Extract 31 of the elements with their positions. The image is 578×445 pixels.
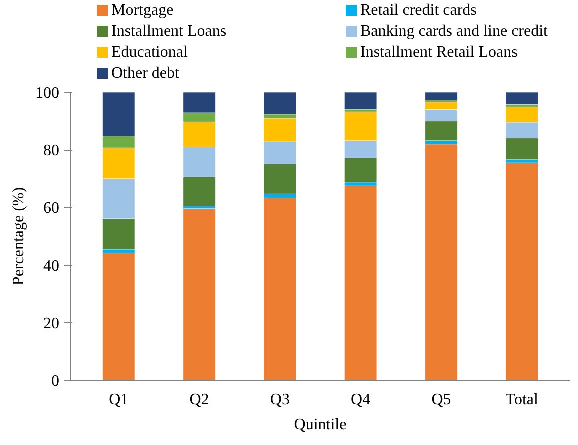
y-tick-label: 40 <box>44 258 60 275</box>
legend-label: Educational <box>112 44 188 61</box>
legend-label: Banking cards and line credit <box>360 23 549 40</box>
y-tick-label: 80 <box>44 142 60 160</box>
y-tick-label: 20 <box>44 315 60 332</box>
bar <box>344 92 378 110</box>
x-tick-label: Total <box>506 392 539 408</box>
x-axis-title: Quintile <box>294 416 347 434</box>
bar <box>102 252 136 380</box>
y-axis-title: Percentage (%) <box>10 187 28 286</box>
legend-label: Other debt <box>112 65 180 82</box>
x-tick-label: Q1 <box>109 392 129 408</box>
y-tick-label: 0 <box>52 373 60 390</box>
bar <box>183 208 216 380</box>
bar <box>344 186 378 380</box>
legend-label: Mortgage <box>112 2 174 19</box>
bar <box>264 198 297 380</box>
bar <box>506 92 538 105</box>
legend-label: Installment Loans <box>112 23 227 40</box>
bar <box>425 92 458 101</box>
bar <box>506 162 538 380</box>
x-tick-label: Q3 <box>270 392 290 408</box>
bar <box>264 92 297 115</box>
legend-label: Installment Retail Loans <box>360 44 518 61</box>
x-tick-label: Q4 <box>351 392 371 408</box>
y-tick-label: 100 <box>36 85 60 102</box>
y-tick-label: 60 <box>44 200 60 218</box>
x-tick-label: Q5 <box>432 392 452 408</box>
legend-label: Retail credit cards <box>360 2 477 19</box>
bar <box>425 144 458 380</box>
x-tick-label: Q2 <box>190 392 210 408</box>
